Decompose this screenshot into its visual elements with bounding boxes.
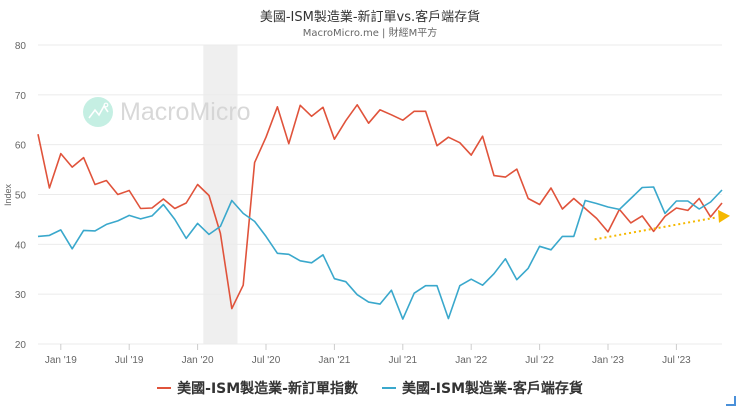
svg-text:Jan '20: Jan '20 <box>182 355 214 366</box>
svg-text:Jan '22: Jan '22 <box>455 355 487 366</box>
chart-title: 美國-ISM製造業-新訂單vs.客戶端存貨 <box>259 10 481 25</box>
svg-text:80: 80 <box>15 41 27 52</box>
legend: 美國-ISM製造業-新訂單指數 美國-ISM製造業-客戶端存貨 <box>0 378 740 398</box>
new-orders-series-line[interactable] <box>37 104 723 310</box>
svg-text:Jul '22: Jul '22 <box>525 355 554 366</box>
legend-label-inventories: 美國-ISM製造業-客戶端存貨 <box>402 381 583 397</box>
series-lines <box>37 104 723 320</box>
y-axis-label: Index <box>3 183 13 206</box>
y-axis: 20 30 40 50 60 70 80 <box>15 41 27 351</box>
svg-text:Jul '20: Jul '20 <box>252 355 281 366</box>
inventories-series-line[interactable] <box>37 186 723 320</box>
svg-text:70: 70 <box>15 91 27 102</box>
legend-item-inventories[interactable]: 美國-ISM製造業-客戶端存貨 <box>382 378 583 398</box>
svg-text:60: 60 <box>15 141 27 152</box>
legend-label-new-orders: 美國-ISM製造業-新訂單指數 <box>177 381 358 397</box>
svg-text:Jan '19: Jan '19 <box>45 355 77 366</box>
svg-text:Jul '19: Jul '19 <box>115 355 144 366</box>
svg-text:20: 20 <box>15 340 27 351</box>
inventories-line-icon <box>382 387 396 389</box>
watermark-text: MacroMicro <box>120 98 251 126</box>
grid-lines <box>38 44 722 345</box>
x-axis: Jan '19 Jul '19 Jan '20 Jul '20 Jan '21 Jul '… <box>45 344 691 366</box>
svg-text:Jul '21: Jul '21 <box>389 355 418 366</box>
svg-text:30: 30 <box>15 290 27 301</box>
line-chart: MacroMicro 20 30 40 50 60 70 80 Jan '19 Jul '19… <box>3 41 730 366</box>
chart-subtitle: MacroMicro.me | 財經M平方 <box>302 28 438 39</box>
legend-item-new-orders[interactable]: 美國-ISM製造業-新訂單指數 <box>157 378 358 398</box>
trend-arrow <box>594 209 730 241</box>
svg-text:Jan '21: Jan '21 <box>318 355 350 366</box>
svg-text:Jul '23: Jul '23 <box>662 355 691 366</box>
macromicro-logo-icon <box>83 97 113 127</box>
svg-text:50: 50 <box>15 191 27 202</box>
watermark: MacroMicro <box>83 97 251 127</box>
svg-text:Jan '23: Jan '23 <box>592 355 624 366</box>
expand-icon[interactable] <box>726 396 736 406</box>
svg-text:40: 40 <box>15 240 27 251</box>
new-orders-line-icon <box>157 387 172 389</box>
